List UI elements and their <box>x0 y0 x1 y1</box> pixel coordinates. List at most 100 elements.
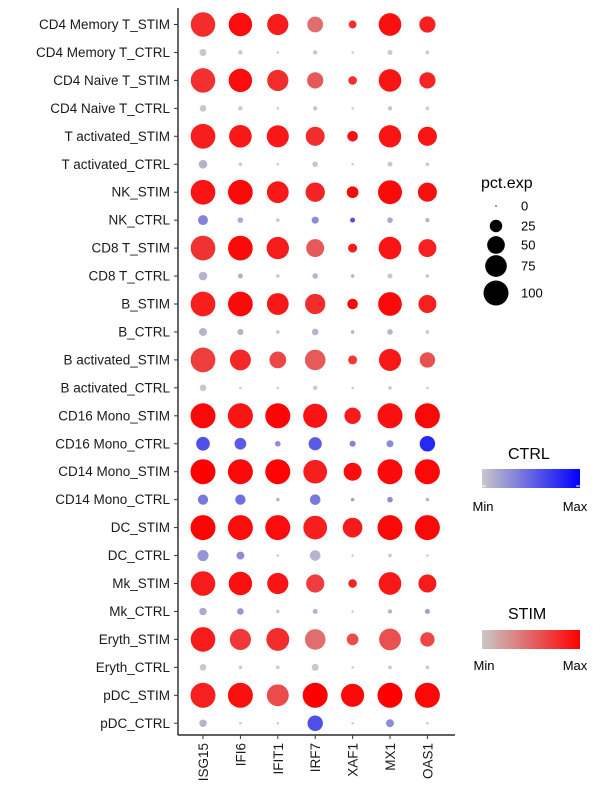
y-tick-label: CD16 Mono_STIM <box>58 408 170 423</box>
x-tick-label: IRF7 <box>308 743 323 772</box>
dot <box>414 515 440 541</box>
dot <box>304 629 326 650</box>
y-tick-label: CD16 Mono_CTRL <box>55 436 170 451</box>
dot <box>265 403 291 429</box>
y-tick-label: CD4 Memory T_STIM <box>39 17 170 32</box>
dot <box>378 348 402 371</box>
dot <box>275 440 281 447</box>
dot <box>199 607 207 616</box>
dot <box>306 239 325 258</box>
dot <box>228 12 253 37</box>
dot <box>351 722 354 725</box>
dot <box>312 273 319 279</box>
dot <box>276 274 280 278</box>
dot <box>350 217 356 223</box>
dot <box>351 666 354 669</box>
dot <box>198 271 208 281</box>
dot <box>378 572 402 595</box>
size-legend: pct.exp 0 25 50 75 100 <box>481 175 543 306</box>
dot <box>199 719 207 727</box>
dot <box>377 403 403 429</box>
dot <box>234 437 247 450</box>
dot <box>190 68 216 93</box>
dot <box>199 328 207 336</box>
dot <box>378 236 402 260</box>
size-legend-dot <box>487 236 505 254</box>
dot <box>276 330 280 334</box>
size-legend-dot <box>495 205 497 207</box>
dot <box>418 239 437 258</box>
dot <box>276 722 280 725</box>
dot <box>313 106 318 111</box>
dot <box>266 125 289 148</box>
dot <box>276 386 280 390</box>
x-tick-label: IFIT1 <box>271 743 286 775</box>
dot <box>238 50 243 55</box>
dot <box>351 554 354 557</box>
dot <box>378 125 402 148</box>
dot <box>235 494 246 505</box>
y-tick-label: B activated_STIM <box>63 352 170 367</box>
y-tick-label: CD4 Naive T_CTRL <box>50 101 170 116</box>
y-tick-label: CD8 T_STIM <box>91 241 170 256</box>
dot <box>190 682 216 708</box>
dot <box>426 722 429 725</box>
size-legend-label: 0 <box>521 199 528 214</box>
size-legend-dot <box>483 280 509 306</box>
dot <box>190 347 216 373</box>
dot <box>419 16 436 33</box>
dot <box>377 682 403 708</box>
dot <box>229 124 252 148</box>
dot <box>266 181 289 204</box>
ctrl-legend-min: Min <box>473 499 494 514</box>
x-tick-label: ISG15 <box>196 743 211 781</box>
dot <box>307 715 323 731</box>
dot <box>237 328 244 336</box>
dot <box>190 571 216 596</box>
ctrl-legend-title: CTRL <box>508 446 550 463</box>
dot <box>350 274 355 278</box>
dot <box>190 179 216 205</box>
dot <box>347 131 358 142</box>
dot <box>265 459 291 485</box>
dot <box>311 216 319 224</box>
stim-colorbar <box>482 630 580 649</box>
dot <box>308 437 322 451</box>
dot <box>348 579 357 588</box>
dot <box>386 719 394 728</box>
dot <box>425 497 430 502</box>
dot <box>388 553 392 558</box>
dot <box>239 722 242 725</box>
dot <box>198 215 208 226</box>
dot <box>237 608 244 615</box>
x-tick-label: OAS1 <box>420 743 435 779</box>
ctrl-color-legend: CTRL Min Max <box>473 446 588 514</box>
size-legend-dot <box>489 219 503 233</box>
x-tick-label: IFI6 <box>233 743 248 766</box>
dot <box>349 440 356 447</box>
dot <box>228 179 253 205</box>
y-tick-label: NK_STIM <box>111 185 170 200</box>
dot <box>237 217 244 223</box>
dot <box>419 436 436 452</box>
dot <box>351 163 354 166</box>
dot <box>348 355 358 365</box>
dot <box>237 273 243 279</box>
dot <box>343 462 362 481</box>
y-tick-label: pDC_STIM <box>103 688 170 703</box>
dot <box>307 16 324 33</box>
stim-legend-title: STIM <box>508 606 546 623</box>
y-tick-label: CD14 Mono_STIM <box>58 464 170 479</box>
dot <box>351 610 354 613</box>
dot <box>377 459 403 485</box>
dot <box>425 665 430 670</box>
dot <box>199 48 207 56</box>
ctrl-colorbar <box>482 469 580 488</box>
dot <box>266 627 290 651</box>
dot <box>414 459 440 485</box>
dot <box>344 407 361 424</box>
dot <box>387 161 393 167</box>
dot <box>303 515 328 540</box>
dot <box>387 217 393 223</box>
dot <box>199 664 207 671</box>
